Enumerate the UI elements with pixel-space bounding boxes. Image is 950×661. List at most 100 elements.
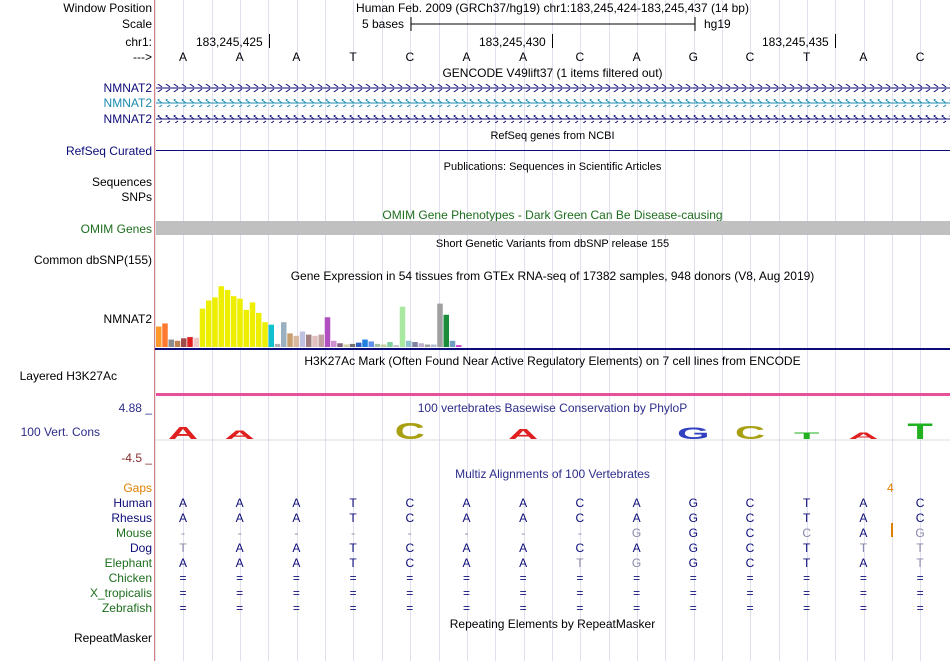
alignment-base: = (859, 586, 867, 600)
gencode-gene-label[interactable]: NMNAT2 (103, 81, 152, 95)
gtex-tissue-bar[interactable] (306, 334, 312, 347)
alignment-base: A (632, 496, 641, 510)
reference-base: C (745, 50, 755, 64)
gtex-tissue-bar[interactable] (387, 342, 393, 347)
h3k27ac-label[interactable]: Layered H3K27Ac (19, 369, 117, 383)
alignment-base: = (576, 601, 584, 615)
reference-base: C (405, 50, 415, 64)
gtex-tissue-bar[interactable] (243, 309, 250, 347)
gtex-tissue-bar[interactable] (356, 342, 362, 347)
alignment-base: A (292, 511, 301, 525)
alignment-base: - (294, 526, 299, 540)
alignment-base: = (803, 601, 811, 615)
omim-label[interactable]: OMIM Genes (80, 222, 152, 236)
alignment-base: = (292, 601, 300, 615)
gtex-tissue-bar[interactable] (156, 326, 162, 347)
grid-line (863, 0, 865, 661)
gtex-tissue-bar[interactable] (399, 306, 406, 347)
gtex-tissue-bar[interactable] (318, 334, 325, 347)
gtex-gene-label[interactable]: NMNAT2 (103, 312, 152, 326)
gtex-tissue-bar[interactable] (218, 286, 225, 347)
gtex-expression-chart[interactable] (155, 283, 950, 353)
alignment-base: C (745, 511, 755, 525)
gtex-tissue-bar[interactable] (224, 289, 231, 347)
gtex-tissue-bar[interactable] (212, 297, 218, 347)
omim-gene-bar[interactable] (156, 221, 950, 235)
gtex-tissue-bar[interactable] (406, 340, 412, 347)
gtex-tissue-bar[interactable] (174, 340, 181, 347)
grid-line (920, 0, 922, 661)
gtex-tissue-bar[interactable] (412, 342, 418, 347)
species-label[interactable]: Rhesus (111, 511, 152, 525)
gap-count: 4 (887, 481, 894, 495)
species-label[interactable]: Human (113, 496, 152, 510)
species-label[interactable]: Mouse (115, 526, 152, 540)
gtex-tissue-bar[interactable] (368, 341, 375, 347)
gtex-tissue-bar[interactable] (293, 335, 300, 347)
gtex-tissue-bar[interactable] (256, 312, 262, 347)
gtex-tissue-bar[interactable] (343, 344, 350, 347)
gencode-gene-label[interactable]: NMNAT2 (103, 96, 152, 110)
species-label[interactable]: Dog (129, 541, 152, 555)
gtex-tissue-bar[interactable] (393, 345, 400, 347)
species-label[interactable]: Zebrafish (101, 601, 152, 615)
alignment-base: T (349, 511, 357, 525)
gtex-tissue-bar[interactable] (443, 314, 450, 347)
gtex-tissue-bar[interactable] (324, 317, 331, 347)
repeatmasker-label[interactable]: RepeatMasker (73, 631, 152, 645)
gtex-tissue-bar[interactable] (418, 343, 425, 347)
gtex-tissue-bar[interactable] (381, 344, 387, 347)
gtex-tissue-bar[interactable] (287, 333, 293, 347)
species-label[interactable]: Chicken (108, 571, 152, 585)
gtex-tissue-bar[interactable] (168, 339, 175, 347)
refseq-gene-line[interactable] (156, 150, 950, 151)
alignment-base: C (405, 496, 415, 510)
gtex-tissue-bar[interactable] (193, 337, 200, 347)
dbsnp-label[interactable]: Common dbSNP(155) (33, 253, 152, 267)
gtex-tissue-bar[interactable] (437, 303, 443, 347)
alignment-base: A (859, 511, 868, 525)
gtex-tissue-bar[interactable] (162, 323, 168, 347)
reference-base: A (859, 50, 868, 64)
gtex-tissue-bar[interactable] (349, 343, 356, 347)
grid-line (778, 0, 780, 661)
refseq-label[interactable]: RefSeq Curated (65, 144, 152, 158)
gtex-tissue-bar[interactable] (449, 340, 456, 347)
gtex-tissue-bar[interactable] (199, 308, 206, 347)
h3k27ac-signal[interactable] (156, 393, 950, 396)
alignment-base: = (746, 586, 754, 600)
gtex-tissue-bar[interactable] (249, 302, 256, 347)
gencode-gene-models[interactable] (156, 80, 950, 128)
gtex-tissue-bar[interactable] (187, 337, 193, 347)
h3k27ac-track-title: H3K27Ac Mark (Often Found Near Active Re… (304, 354, 801, 368)
gtex-tissue-bar[interactable] (312, 335, 318, 347)
gtex-tissue-bar[interactable] (206, 300, 212, 348)
gtex-tissue-bar[interactable] (374, 343, 381, 347)
gtex-tissue-bar[interactable] (181, 338, 187, 347)
gtex-tissue-bar[interactable] (274, 343, 281, 347)
species-label[interactable]: X_tropicalis (89, 586, 152, 600)
species-label[interactable]: Elephant (104, 556, 152, 570)
gtex-tissue-bar[interactable] (281, 322, 287, 347)
gtex-tissue-bar[interactable] (337, 343, 343, 347)
gtex-tissue-bar[interactable] (331, 340, 337, 347)
gtex-tissue-bar[interactable] (262, 322, 268, 347)
phylop-label[interactable]: 100 Vert. Cons (20, 425, 100, 439)
gtex-tissue-bar[interactable] (268, 324, 275, 347)
publications-track-title: Publications: Sequences in Scientific Ar… (443, 161, 662, 173)
gtex-tissue-bar[interactable] (456, 345, 462, 347)
gtex-tissue-bar[interactable] (299, 331, 306, 348)
alignment-base: = (633, 586, 641, 600)
gtex-tissue-bar[interactable] (431, 344, 437, 347)
gtex-tissue-bar[interactable] (362, 339, 368, 347)
alignment-base: = (633, 601, 641, 615)
gencode-gene-label[interactable]: NMNAT2 (103, 112, 152, 126)
gtex-tissue-bar[interactable] (231, 296, 237, 347)
gtex-tissue-bar[interactable] (237, 298, 243, 347)
reference-base: T (349, 50, 357, 64)
gtex-tissue-bar[interactable] (424, 344, 431, 347)
alignment-base: = (179, 571, 187, 585)
alignment-base: C (405, 556, 415, 570)
alignment-base: = (349, 586, 357, 600)
